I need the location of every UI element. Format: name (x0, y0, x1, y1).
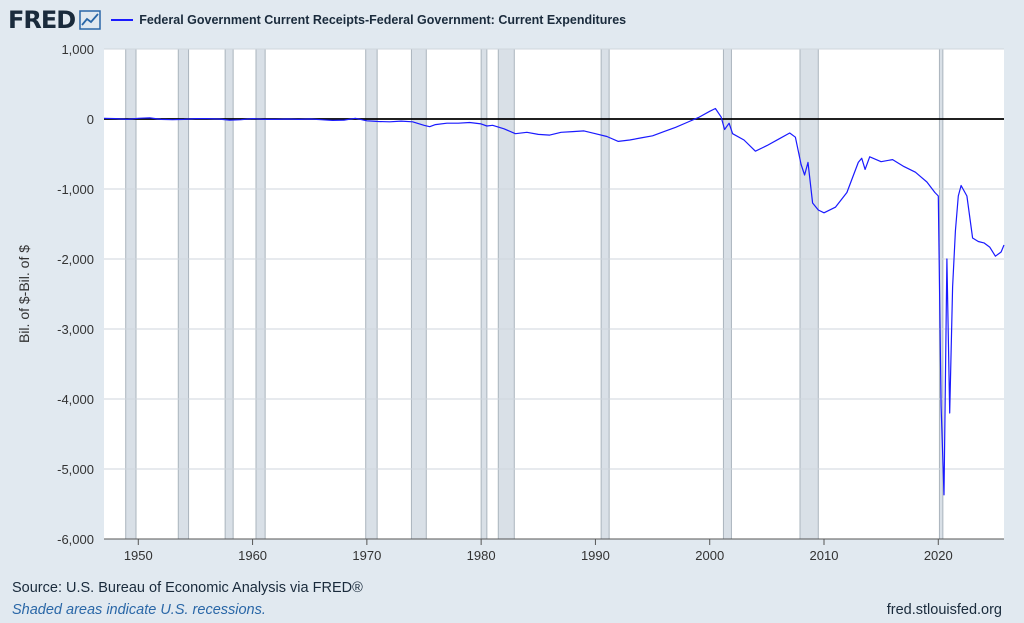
y-tick-label: -5,000 (57, 462, 94, 477)
y-tick-label: -4,000 (57, 392, 94, 407)
line-chart-icon (79, 10, 101, 30)
recession-band (799, 48, 819, 540)
x-tick-label: 1950 (124, 548, 153, 563)
y-axis-title: Bil. of $-Bil. of $ (16, 245, 32, 343)
recession-band (125, 48, 137, 540)
x-tick-label: 2020 (924, 548, 953, 563)
x-tick-label: 2000 (695, 548, 724, 563)
y-tick-label: -6,000 (57, 532, 94, 547)
y-tick-label: 1,000 (61, 42, 94, 57)
recession-band (497, 48, 515, 540)
y-tick-label: 0 (87, 112, 94, 127)
recession-note: Shaded areas indicate U.S. recessions. (12, 602, 266, 618)
legend-label: Federal Government Current Receipts-Fede… (139, 13, 627, 27)
y-tick-label: -1,000 (57, 182, 94, 197)
source-note: Source: U.S. Bureau of Economic Analysis… (12, 580, 363, 596)
y-tick-label: -2,000 (57, 252, 94, 267)
x-tick-label: 1960 (238, 548, 267, 563)
legend-swatch (111, 19, 134, 21)
fred-logo[interactable]: FRED (8, 6, 76, 34)
fred-url[interactable]: fred.stlouisfed.org (886, 602, 1002, 618)
recession-band (722, 48, 732, 540)
y-tick-label: -3,000 (57, 322, 94, 337)
recession-band (177, 48, 190, 540)
recession-band (224, 48, 234, 540)
chart-header: FRED Federal Government Current Receipts… (8, 6, 626, 34)
recession-band (365, 48, 378, 540)
x-tick-label: 1990 (581, 548, 610, 563)
x-tick-label: 1980 (467, 548, 496, 563)
chart-legend: Federal Government Current Receipts-Fede… (111, 13, 626, 27)
plot-area (104, 49, 1004, 539)
recession-band (600, 48, 610, 540)
recession-band (480, 48, 488, 540)
chart: 1,000 0 -1,000 -2,000 -3,000 -4,000 -5,000 -6,0… (16, 42, 1005, 563)
x-tick-label: 1970 (352, 548, 381, 563)
series-line (103, 107, 1005, 496)
x-tick-label: 2010 (810, 548, 839, 563)
recession-band (255, 48, 266, 540)
